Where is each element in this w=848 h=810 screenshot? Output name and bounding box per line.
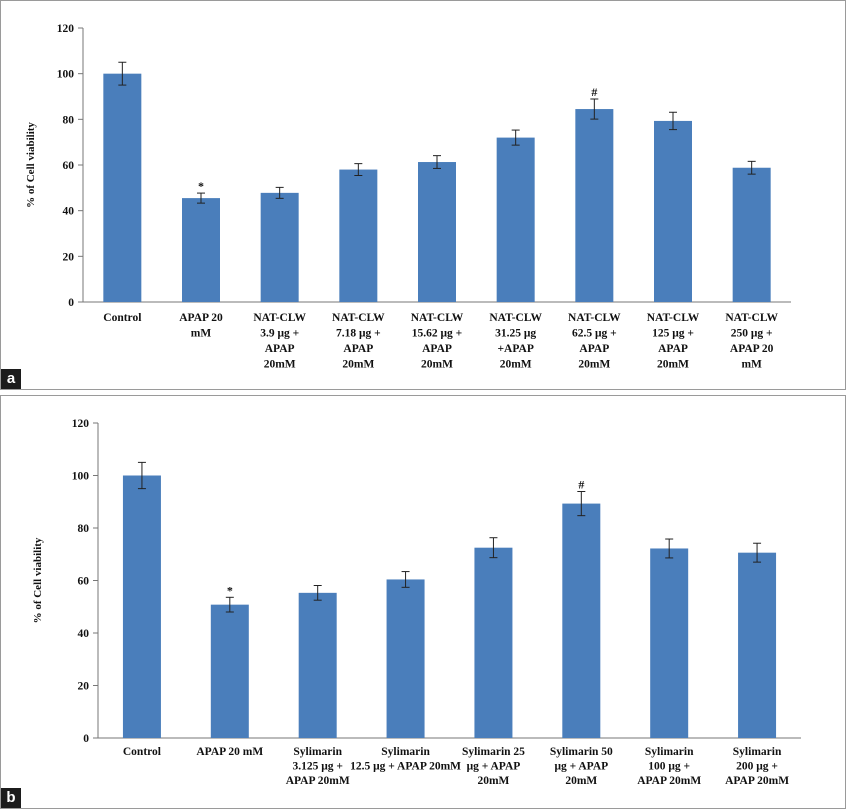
category-label: Sylimarin 50 μg + APAP 20mM bbox=[550, 746, 613, 787]
y-axis-title: % of Cell viability bbox=[25, 122, 37, 208]
bar bbox=[182, 198, 220, 302]
y-tick-label: 40 bbox=[63, 206, 75, 218]
significance-marker: * bbox=[198, 179, 204, 193]
category-label: APAP 20 mM bbox=[179, 312, 223, 340]
y-tick-label: 100 bbox=[57, 69, 75, 81]
category-label: Sylimarin 12.5 μg + APAP 20mM bbox=[350, 746, 461, 773]
y-tick-label: 20 bbox=[63, 251, 75, 263]
category-label: Sylimarin 100 μg + APAP 20mM bbox=[637, 746, 701, 787]
bar-chart-b: 0 20 40 60 80 100 120 % of Cell viability Contro… bbox=[32, 418, 801, 787]
category-label: Sylimarin 3.125 μg + APAP 20mM bbox=[286, 746, 350, 787]
category-label: NAT-CLW 250 μg + APAP 20 mM bbox=[725, 312, 778, 371]
panel-label-b: b bbox=[1, 788, 21, 808]
y-tick-label: 20 bbox=[78, 681, 90, 693]
bar-chart-a: 0 20 40 60 80 100 120 % of Cell viability Contro… bbox=[25, 23, 791, 371]
bar bbox=[474, 547, 513, 738]
bar bbox=[418, 162, 456, 302]
y-tick-label: 0 bbox=[68, 297, 74, 309]
category-label: NAT-CLW 125 μg + APAP 20mM bbox=[647, 312, 700, 371]
y-tick-label: 60 bbox=[78, 576, 90, 588]
bar bbox=[650, 548, 689, 738]
significance-marker: # bbox=[578, 478, 584, 492]
category-label: APAP 20 mM bbox=[196, 746, 263, 758]
chart-panel-a: 0 20 40 60 80 100 120 % of Cell viability Contro… bbox=[0, 0, 846, 390]
y-tick-label: 120 bbox=[72, 418, 90, 430]
bar bbox=[738, 552, 777, 738]
bar bbox=[260, 192, 299, 302]
y-tick-label: 80 bbox=[78, 523, 90, 535]
category-label: NAT-CLW 62.5 μg + APAP 20mM bbox=[568, 312, 621, 371]
bar bbox=[575, 109, 614, 302]
y-tick-label: 40 bbox=[78, 628, 90, 640]
bar bbox=[496, 137, 535, 302]
category-label: NAT-CLW 3.9 μg + APAP 20mM bbox=[253, 312, 306, 371]
bar bbox=[339, 169, 378, 302]
bar bbox=[732, 167, 771, 302]
bar bbox=[103, 73, 142, 303]
bar bbox=[122, 475, 161, 738]
y-tick-label: 80 bbox=[63, 114, 75, 126]
category-label: Sylimarin 25 μg + APAP 20mM bbox=[462, 746, 525, 787]
bar bbox=[562, 503, 601, 738]
bar bbox=[386, 579, 425, 738]
significance-marker: # bbox=[591, 85, 597, 99]
y-axis-title: % of Cell viability bbox=[32, 537, 44, 623]
category-label: NAT-CLW 31.25 μg +APAP 20mM bbox=[489, 312, 542, 371]
bar bbox=[298, 592, 337, 738]
category-label: Sylimarin 200 μg + APAP 20mM bbox=[725, 746, 789, 787]
y-tick-label: 120 bbox=[57, 23, 75, 35]
y-tick-label: 60 bbox=[63, 160, 75, 172]
panel-label-a: a bbox=[1, 369, 21, 389]
bar bbox=[654, 120, 692, 302]
significance-marker: * bbox=[227, 583, 233, 597]
category-label: Control bbox=[123, 746, 161, 758]
category-label: NAT-CLW 15.62 μg + APAP 20mM bbox=[411, 312, 464, 371]
chart-panel-b: 0 20 40 60 80 100 120 % of Cell viability Contro… bbox=[0, 395, 846, 809]
y-tick-label: 0 bbox=[83, 733, 89, 745]
category-label: NAT-CLW 7.18 μg + APAP 20mM bbox=[332, 312, 385, 371]
y-tick-label: 100 bbox=[72, 471, 90, 483]
bar bbox=[210, 604, 249, 738]
category-label: Control bbox=[103, 312, 141, 324]
